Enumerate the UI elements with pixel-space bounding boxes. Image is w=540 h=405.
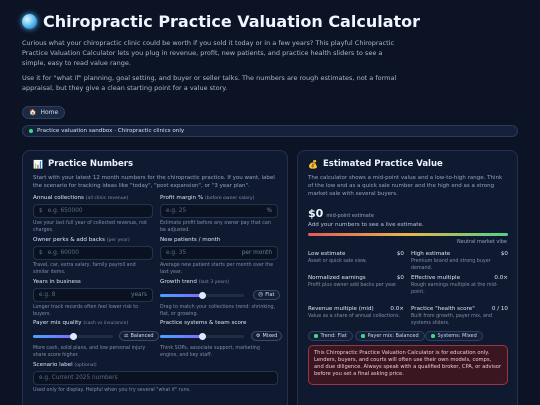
home-icon: 🏠 [29,109,37,116]
market-vibe-bar [308,233,508,236]
health-score-value: 0 / 10 [491,306,508,312]
growth-trend-badge: 😐 Flat [253,290,280,300]
payer-mix-fill [33,335,73,338]
systems-knob[interactable] [198,333,206,340]
payer-mix-slider[interactable] [33,333,113,340]
practice-numbers-title: Practice Numbers [47,159,134,169]
revenue-multiple-sub: Value as a share of annual collections. [308,314,400,319]
low-estimate-sub: Asset or quick sale view. [308,259,367,264]
normalized-earnings-value: $0 [396,275,404,281]
payer-mix-badge: ⚖ Balanced [119,331,159,341]
low-estimate-label: Low estimate [308,251,346,257]
scenario-help: Used only for display. Helpful when you … [33,388,191,393]
new-patients-help: Average new patient starts per month ove… [160,263,274,275]
growth-trend-knob[interactable] [198,292,206,299]
home-button[interactable]: 🏠 Home [22,106,66,119]
money-bag-icon: 💰 [308,159,318,169]
systems-slider[interactable] [160,333,244,340]
sandbox-banner: Practice valuation sandbox · Chiropracti… [22,125,518,137]
growth-trend-help: Drag to match your collections trend: sh… [160,305,276,317]
systems-help: Think SOPs, associate support, marketing… [160,346,260,358]
profit-margin-help: Estimate profit before any owner pay tha… [160,221,271,233]
profit-margin-label: Profit margin % (before owner salary) [160,195,255,201]
gear-icon: ⚙ [256,333,261,339]
annual-collections-help: Use your last full year of collected rev… [33,221,148,233]
growth-trend-fill [160,294,202,297]
normalized-earnings-label: Normalized earnings [308,275,366,281]
status-dot-icon [29,129,33,133]
disclaimer-warning: This Chiropractic Practice Valuation Cal… [308,345,508,385]
years-input[interactable]: e.g. 8 years [33,288,153,302]
status-dot-icon [431,334,435,338]
logo-orb-icon [22,14,37,29]
systems-fill [160,335,202,338]
revenue-multiple-value: 0.0× [390,306,404,312]
normalized-earnings-sub: Profit plus owner add backs per year. [308,283,398,288]
high-estimate-value: $0 [500,251,508,257]
scale-icon: ⚖ [124,333,129,339]
systems-label: Practice systems & team score [160,320,247,326]
intro-paragraph-2: Use it for "what if" planning, goal sett… [22,74,397,92]
mid-point-label: mid-point estimate [326,213,374,219]
effective-multiple-value: 0.0× [494,275,508,281]
estimate-panel: 💰 Estimated Practice Value The calculato… [297,150,518,405]
systems-badge: ⚙ Mixed [251,331,283,341]
chart-icon: 📊 [33,159,43,169]
profit-margin-input[interactable]: e.g. 25% [160,204,278,218]
practice-numbers-heading: 📊 Practice Numbers [33,159,277,169]
status-dot-icon [361,334,365,338]
payer-mix-help: More cash, solid plans, and low personal… [33,346,146,358]
years-help: Longer track records often feel lower ri… [33,305,139,317]
effective-multiple-sub: Rough earnings multiple at the mid-point… [411,283,498,295]
market-vibe-label: Neutral market vibe [457,239,507,245]
estimate-title: Estimated Practice Value [322,159,443,169]
practice-numbers-desc: Start with your latest 12 month numbers … [33,175,275,189]
scenario-input[interactable]: e.g. Current 2025 numbers [33,371,278,385]
effective-multiple-label: Effective multiple [411,275,461,281]
growth-trend-slider[interactable] [160,292,244,299]
mid-point-display: $0 mid-point estimate [308,207,374,220]
health-score-label: Practice "health score" [411,306,475,312]
banner-text: Practice valuation sandbox · Chiropracti… [37,128,185,134]
new-patients-input[interactable]: e.g. 35 per month [160,246,278,260]
scenario-label: Scenario label (optional) [33,362,97,368]
high-estimate-label: High estimate [411,251,451,257]
payer-mix-chip: Payer mix: Balanced [355,331,425,341]
intro-paragraph-1: Curious what your chiropractic clinic co… [22,39,395,67]
title-text: Chiropractic Practice Valuation Calculat… [43,12,421,31]
owner-perks-label: Owner perks & add backs (per year) [33,237,130,243]
practice-numbers-panel: 📊 Practice Numbers Start with your lates… [22,150,288,405]
years-label: Years in business [33,279,81,285]
estimate-desc: The calculator shows a mid-point value a… [308,175,503,197]
mid-point-value: $0 [308,207,324,220]
health-score-sub: Built from growth, payer mix, and system… [411,314,493,326]
home-label: Home [40,109,59,116]
status-dot-icon [314,334,318,338]
high-estimate-sub: Premium brand and strong buyer demand. [411,259,491,271]
owner-perks-help: Travel, car, extra salary, family payrol… [33,263,136,275]
owner-perks-input[interactable]: $ e.g. 60000 [33,246,153,260]
estimate-heading: 💰 Estimated Practice Value [308,159,507,169]
add-numbers-prompt: Add your numbers to see a live estimate. [308,222,424,228]
systems-chip: Systems: Mixed [425,331,483,341]
revenue-multiple-label: Revenue multiple (mid) [308,306,374,312]
low-estimate-value: $0 [396,251,404,257]
annual-collections-input[interactable]: $ e.g. 650000 [33,204,153,218]
new-patients-label: New patients / month [160,237,221,243]
page-title: Chiropractic Practice Valuation Calculat… [22,12,420,31]
trend-chip: Trend: Flat [308,331,353,341]
payer-mix-knob[interactable] [69,333,77,340]
payer-mix-label: Payer mix quality (cash vs insurance) [33,320,129,326]
growth-trend-label: Growth trend (last 3 years) [160,279,230,285]
annual-collections-label: Annual collections (all clinic revenue) [33,195,129,201]
emoji-icon: 😐 [258,292,264,298]
